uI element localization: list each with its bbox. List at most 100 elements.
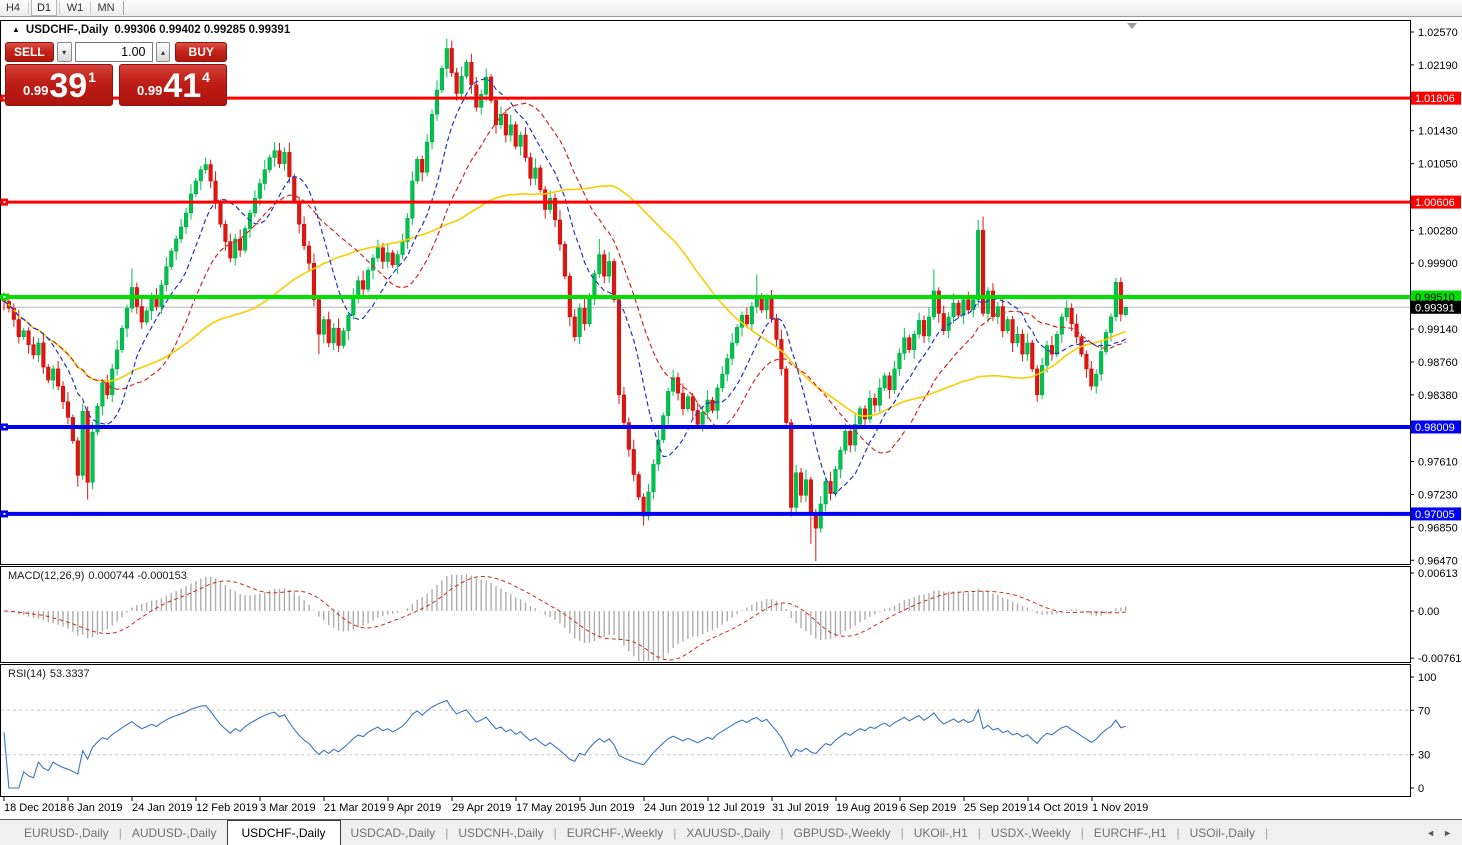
macd-panel-group: 0.00613 0.00 -0.007612 [3,568,1462,665]
tab-scroll-arrows: ◄ ► [1426,820,1462,845]
chart-region[interactable]: 1.02570 1.02190 1.01430 1.01050 1.00280 0.999… [0,18,1462,819]
date-tick-label: 1 Nov 2019 [1092,802,1148,814]
date-tick-label: 25 Sep 2019 [964,802,1026,814]
chart-tab-bar: EURUSD-,Daily | AUDUSD-,Daily USDCHF-,Daily… [0,819,1462,845]
one-click-trading-panel: SELL ▾ ▴ BUY 0.99 39 1 0.99 41 4 [5,42,227,106]
toolbar-separator [59,2,60,14]
rsi-values: 53.3337 [49,668,90,680]
toolbar-separator [90,2,91,14]
macd-tick-label: 0.00 [1418,606,1439,618]
horizontal-lines-group [0,94,1410,518]
tab-xauusd-daily[interactable]: XAUUSD-,Daily [686,825,771,840]
ma-slow-yellow-line [3,184,1127,418]
buy-button[interactable]: BUY [175,42,227,62]
svg-text:0.98009: 0.98009 [1415,422,1455,434]
date-tick-label: 18 Dec 2018 [4,802,66,814]
tab-separator: | [1176,825,1180,840]
price-tick-label: 0.99900 [1418,258,1458,270]
tab-audusd-daily[interactable]: AUDUSD-,Daily [131,825,217,840]
rsi-line [3,699,1126,789]
price-tick-label: 1.02570 [1418,27,1458,39]
sell-price-point: 1 [88,69,96,85]
timeframe-button-d1[interactable]: D1 [31,0,57,16]
chart-canvas[interactable]: 1.025701.021901.014301.010501.002800.999… [0,18,1462,819]
candles-group [1,38,1128,562]
buy-price-box[interactable]: 0.99 41 4 [119,64,227,106]
tab-separator: | [118,825,122,840]
tab-eurchf-h1[interactable]: EURCHF-,H1 [1093,825,1167,840]
level-price-badge [1411,91,1461,105]
tabbar-spacer [0,820,14,845]
timeframe-button-mn[interactable]: MN [97,2,115,14]
timeframe-button-w1[interactable]: W1 [66,2,84,14]
macd-values: 0.000744 -0.000153 [88,570,187,582]
collapse-triangle-icon[interactable]: ▲ [12,24,20,34]
tab-scroll-right-icon[interactable]: ► [1443,827,1452,838]
sell-price-box[interactable]: 0.99 39 1 [5,64,113,106]
price-tick-label: 0.97610 [1418,457,1458,469]
macd-signal-line [3,576,1126,661]
tab-separator: | [977,825,981,840]
date-tick-label: 31 Jul 2019 [772,802,829,814]
tab-eurusd-daily[interactable]: EURUSD-,Daily [24,825,109,840]
price-tick-label: 0.97230 [1418,489,1458,501]
tab-separator: | [673,825,677,840]
price-tick-label: 1.00280 [1418,225,1458,237]
ma-fast-blue-line [3,77,1127,496]
macd-tick-label: -0.007612 [1418,653,1462,665]
tab-separator: | [553,825,557,840]
level-price-badge [1411,290,1461,304]
buy-price-point: 4 [202,69,210,85]
timeframe-button-h4[interactable]: H4 [5,2,21,14]
tab-usdchf-daily[interactable]: USDCHF-,Daily [226,820,341,845]
price-tick-label: 0.96850 [1418,522,1458,534]
rsi-tick-label: 30 [1418,750,1430,762]
chart-shift-marker-icon[interactable] [1127,23,1137,29]
panel-borders [0,20,1411,797]
date-tick-label: 14 Oct 2019 [1028,802,1088,814]
tab-separator: | [900,825,904,840]
sell-price-prefix: 0.99 [23,83,49,98]
rsi-indicator-label: RSI(14) 53.3337 [8,668,94,680]
level-price-badge [1411,420,1461,434]
date-tick-label: 9 Apr 2019 [388,802,441,814]
date-tick-label: 6 Sep 2019 [900,802,956,814]
level-price-badge [1411,507,1461,521]
lot-increase-button[interactable]: ▴ [155,42,171,62]
lot-size-input[interactable] [74,42,153,62]
date-tick-label: 12 Jul 2019 [708,802,765,814]
tab-scroll-left-icon[interactable]: ◄ [1426,827,1436,838]
date-tick-label: 21 Mar 2019 [324,802,386,814]
price-tick-label: 1.01430 [1418,126,1458,138]
current-price-badge [1411,300,1461,314]
date-tick-label: 6 Jan 2019 [68,802,122,814]
buy-price-pips: 41 [163,67,202,106]
tab-usdcnh-daily[interactable]: USDCNH-,Daily [458,825,544,840]
toolbar-divider [123,1,124,15]
tab-gbpusd-weekly[interactable]: GBPUSD-,Weekly [793,825,891,840]
date-tick-label: 24 Jun 2019 [644,802,705,814]
rsi-tick-label: 70 [1418,705,1430,717]
rsi-name: RSI(14) [8,668,46,680]
svg-text:1.01806: 1.01806 [1415,93,1455,105]
macd-tick-label: 0.00613 [1418,568,1458,580]
tab-usdcad-daily[interactable]: USDCAD-,Daily [350,825,436,840]
chart-header: ▲ USDCHF-,Daily 0.99306 0.99402 0.99285 … [12,24,290,36]
date-tick-label: 19 Aug 2019 [836,802,898,814]
date-axis: 18 Dec 2018 6 Jan 2019 24 Jan 2019 12 Feb 2… [3,797,1148,814]
sell-button[interactable]: SELL [5,42,54,62]
macd-indicator-label: MACD(12,26,9) 0.000744 -0.000153 [8,570,191,582]
tab-usdx-weekly[interactable]: USDX-,Weekly [990,825,1071,840]
price-axis: 1.02570 1.02190 1.01430 1.01050 1.00280 0.999… [1410,27,1461,567]
ma-mid-red-line [3,102,1127,454]
tab-usoil-daily[interactable]: USOil-,Daily [1189,825,1255,840]
svg-text:0.97005: 0.97005 [1415,509,1455,521]
tab-ukoil-h1[interactable]: UKOil-,H1 [913,825,968,840]
svg-text:0.99391: 0.99391 [1415,302,1455,314]
lot-decrease-button[interactable]: ▾ [56,42,72,62]
price-tick-label: 0.98760 [1418,357,1458,369]
price-tick-label: 0.96470 [1418,555,1458,567]
chart-ohlc-values: 0.99306 0.99402 0.99285 0.99391 [114,24,291,36]
tab-eurchf-weekly[interactable]: EURCHF-,Weekly [566,825,664,840]
